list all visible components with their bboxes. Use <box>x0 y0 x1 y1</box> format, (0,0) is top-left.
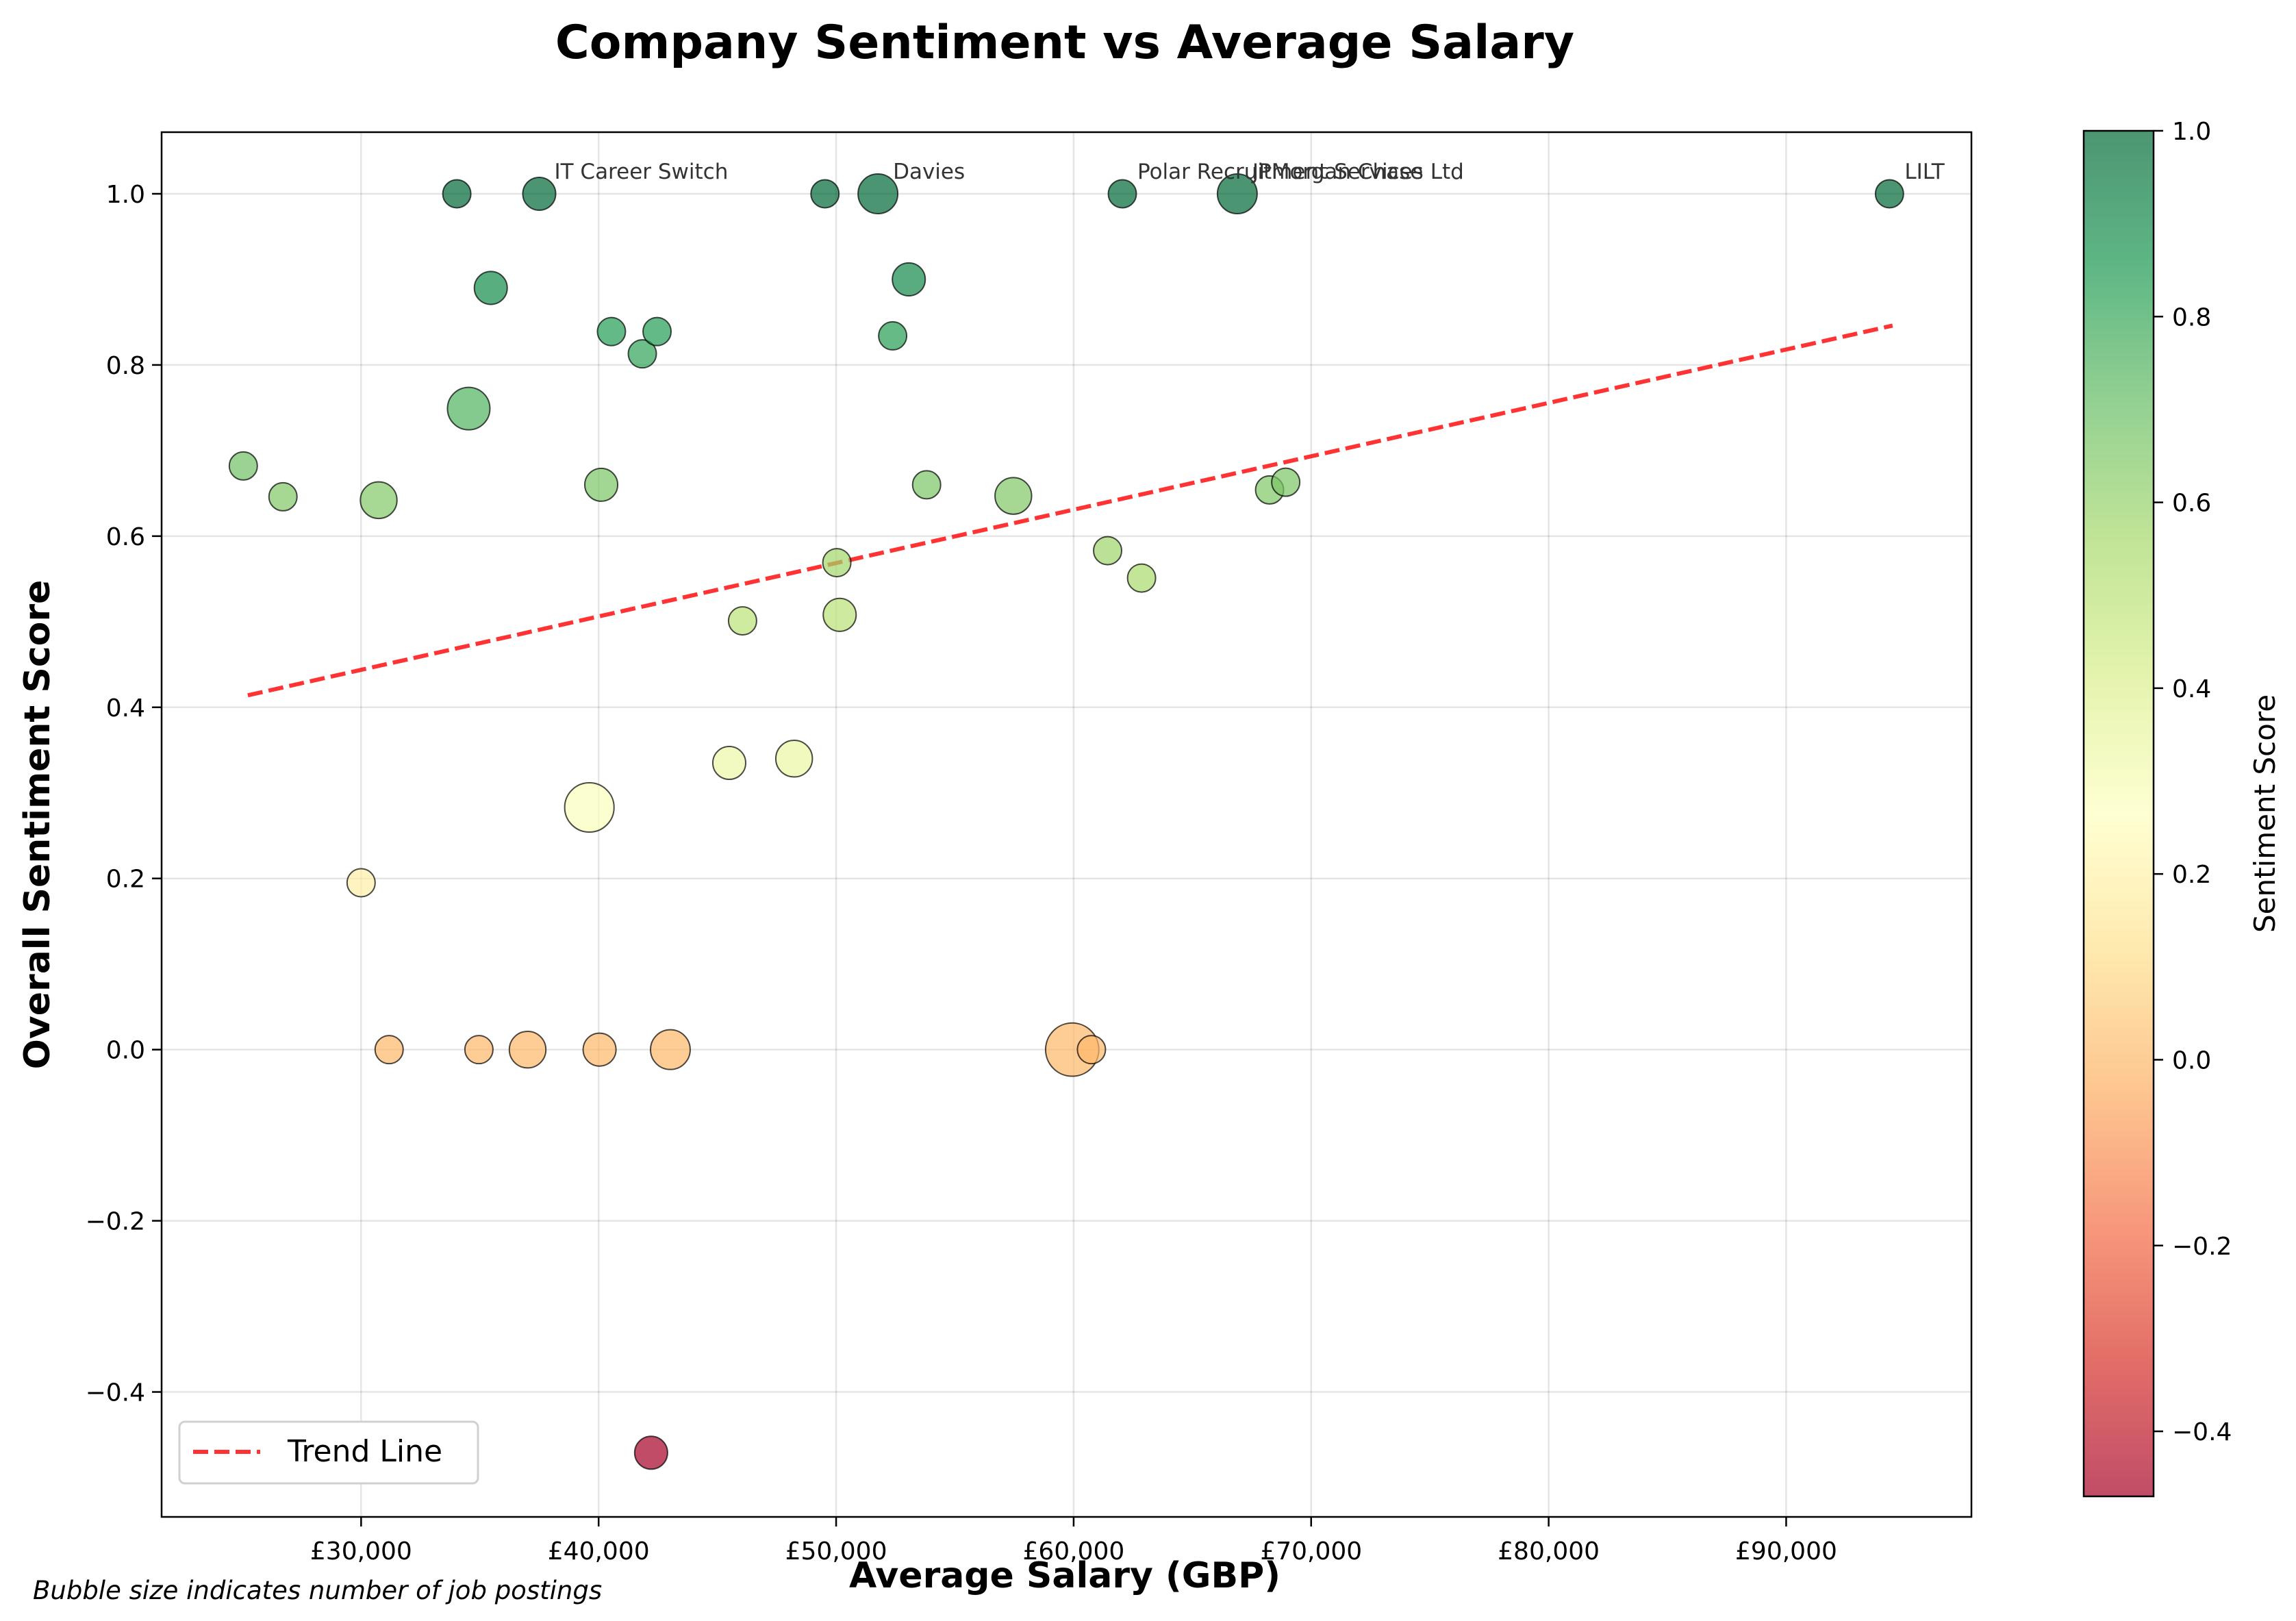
data-point <box>1874 179 1904 209</box>
data-point <box>464 1035 494 1065</box>
data-point <box>346 868 376 898</box>
data-point <box>857 173 899 214</box>
data-point <box>1271 467 1301 497</box>
footnote: Bubble size indicates number of job post… <box>33 1576 602 1605</box>
y-tick-label: 0.0 <box>106 1037 145 1065</box>
colorbar: −0.4 −0.2 0.0 0.2 0.4 0.6 0.8 1.0 <box>2082 118 2232 1498</box>
y-tick-label: 0.8 <box>106 352 145 380</box>
colorbar-tick-label: 1.0 <box>2172 118 2211 146</box>
data-point <box>268 481 298 512</box>
colorbar-tick-label: 0.2 <box>2172 861 2211 889</box>
point-annotation: Polar Recruitment Services Ltd <box>1137 160 1464 184</box>
legend-box <box>178 1420 479 1485</box>
colorbar-label: Sentiment Score <box>2248 694 2282 933</box>
y-axis: −0.4 −0.2 0.0 0.2 0.4 0.6 0.8 1.0 <box>86 181 162 1407</box>
data-point <box>649 1029 691 1070</box>
y-tick-label: 0.4 <box>106 694 145 722</box>
data-point <box>1216 173 1258 214</box>
data-point <box>1126 563 1157 593</box>
colorbar-tick-label: 0.8 <box>2172 303 2211 331</box>
legend: Trend Line <box>178 1420 479 1485</box>
y-axis-label: Overall Sentiment Score <box>17 580 58 1070</box>
data-point <box>1076 1035 1107 1065</box>
colorbar-tick-label: −0.4 <box>2172 1418 2232 1446</box>
data-point <box>642 316 672 347</box>
grid <box>162 132 1971 1517</box>
data-point <box>878 321 908 351</box>
data-point <box>228 451 258 481</box>
data-point <box>892 262 926 297</box>
y-tick-label: 1.0 <box>106 181 145 209</box>
y-tick-label: 0.6 <box>106 523 145 551</box>
plot-frame <box>160 131 1973 1518</box>
y-tick-label: −0.2 <box>86 1208 145 1236</box>
x-tick-label: £40,000 <box>548 1537 650 1566</box>
colorbar-gradient <box>2082 129 2155 1498</box>
data-point <box>822 597 857 632</box>
x-tick-label: £60,000 <box>1022 1537 1124 1566</box>
y-tick-label: 0.2 <box>106 866 145 894</box>
data-point <box>1107 179 1137 209</box>
x-tick-label: £80,000 <box>1498 1537 1600 1566</box>
x-tick-label: £90,000 <box>1735 1537 1837 1566</box>
data-point <box>446 386 491 431</box>
point-annotation: Davies <box>893 160 965 184</box>
legend-label-trend-line: Trend Line <box>287 1434 442 1469</box>
data-point <box>822 548 852 578</box>
colorbar-tick-label: 0.6 <box>2172 490 2211 518</box>
data-point <box>442 179 472 209</box>
colorbar-tick-label: 0.4 <box>2172 675 2211 703</box>
trend-line-group <box>247 323 1893 698</box>
data-point <box>911 470 942 500</box>
x-tick-label: £30,000 <box>310 1537 412 1566</box>
point-annotation: JPMorgan Chase <box>1251 160 1423 184</box>
colorbar-tick-label: −0.2 <box>2172 1233 2232 1261</box>
data-point <box>1093 536 1123 566</box>
data-point <box>522 176 557 211</box>
data-point <box>564 781 615 833</box>
data-point <box>582 1032 617 1067</box>
data-point <box>633 1435 668 1470</box>
data-point <box>374 1035 404 1065</box>
data-point <box>508 1030 547 1069</box>
x-axis-label: Average Salary (GBP) <box>849 1555 1281 1596</box>
data-point <box>711 746 746 781</box>
data-point <box>473 271 508 305</box>
data-point <box>774 740 813 778</box>
data-point <box>359 481 398 520</box>
annotations: IT Career Switch Davies Polar Recruitment … <box>554 160 1945 184</box>
data-point <box>810 179 840 209</box>
y-tick-label: −0.4 <box>86 1379 145 1407</box>
point-annotation: IT Career Switch <box>554 160 728 184</box>
data-point <box>627 339 657 369</box>
data-point <box>727 606 757 636</box>
x-tick-label: £70,000 <box>1260 1537 1362 1566</box>
data-point <box>994 477 1033 515</box>
point-annotation: LILT <box>1904 160 1945 184</box>
x-tick-label: £50,000 <box>785 1537 887 1566</box>
chart-title: Company Sentiment vs Average Salary <box>555 16 1574 70</box>
x-axis: £30,000 £40,000 £50,000 £60,000 £70,000 £80,0… <box>310 1517 1837 1566</box>
trend-line <box>247 323 1893 698</box>
data-points <box>228 173 1904 1470</box>
data-point <box>583 467 619 502</box>
colorbar-tick-label: 0.0 <box>2172 1046 2211 1075</box>
data-point <box>596 316 627 347</box>
